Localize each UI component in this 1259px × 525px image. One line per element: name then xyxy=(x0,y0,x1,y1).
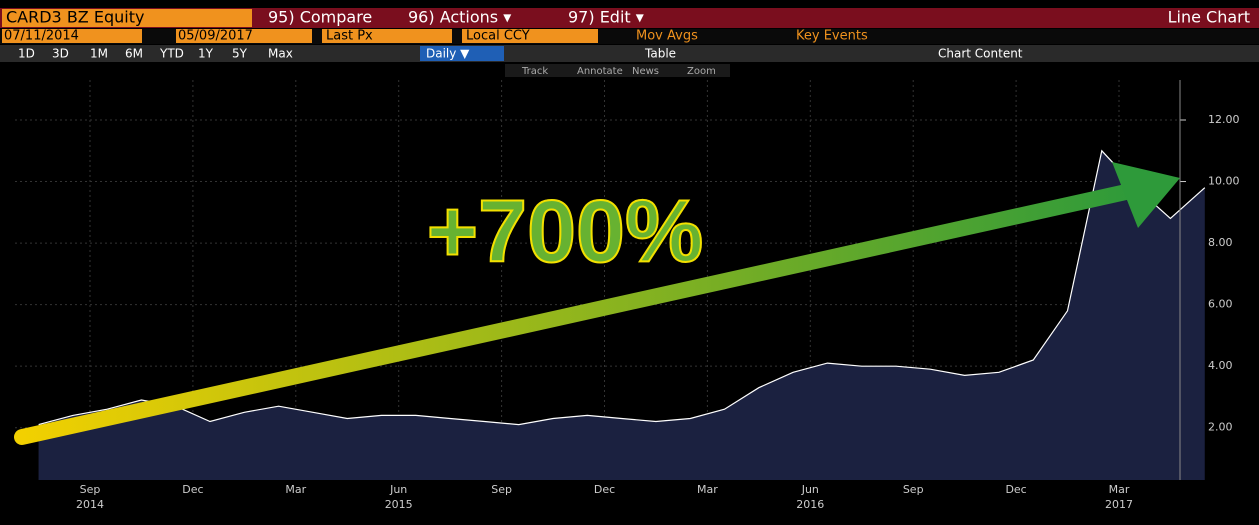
mov-avgs[interactable]: Mov Avgs xyxy=(636,29,698,44)
currency-box[interactable] xyxy=(462,29,598,43)
currency[interactable]: Local CCY xyxy=(466,29,530,44)
range-button[interactable]: 3D xyxy=(52,47,69,61)
key-events[interactable]: Key Events xyxy=(796,29,868,44)
view[interactable]: Line Chart xyxy=(1168,8,1250,27)
x-tick-label: Dec xyxy=(594,483,615,496)
tool[interactable]: News xyxy=(632,66,659,77)
start-date[interactable]: 07/11/2014 xyxy=(4,29,79,44)
edit[interactable]: 97) Edit ▾ xyxy=(568,8,644,27)
tool[interactable]: Zoom xyxy=(687,66,716,77)
range-button[interactable]: 1M xyxy=(90,47,108,61)
y-tick-label: 12.00 xyxy=(1208,113,1240,126)
ticker-field[interactable] xyxy=(2,9,252,27)
chart-content[interactable]: Chart Content xyxy=(938,47,1023,61)
x-tick-label: Sep xyxy=(491,483,512,496)
tool-bar xyxy=(505,64,730,77)
end-field[interactable] xyxy=(176,29,312,43)
start-field[interactable] xyxy=(2,29,142,43)
ticker[interactable]: CARD3 BZ Equity xyxy=(6,8,144,27)
range-button[interactable]: 1D xyxy=(18,47,35,61)
x-year-label: 2017 xyxy=(1105,498,1133,511)
field-box[interactable] xyxy=(322,29,452,43)
end-date[interactable]: 05/09/2017 xyxy=(178,29,253,44)
arrow-shaft xyxy=(14,182,1143,445)
freq-box[interactable] xyxy=(420,46,504,61)
frequency[interactable]: Daily ▼ xyxy=(426,47,470,61)
range-button[interactable]: 5Y xyxy=(232,47,248,61)
range-button[interactable]: 1Y xyxy=(198,47,214,61)
x-tick-label: Jun xyxy=(389,483,407,496)
range-button[interactable]: 6M xyxy=(125,47,143,61)
x-year-label: 2016 xyxy=(796,498,824,511)
y-tick-label: 10.00 xyxy=(1208,175,1240,188)
tool[interactable]: Annotate xyxy=(577,66,623,77)
field[interactable]: Last Px xyxy=(326,29,373,44)
x-year-label: 2015 xyxy=(385,498,413,511)
x-tick-label: Dec xyxy=(182,483,203,496)
table[interactable]: Table xyxy=(644,47,676,61)
settings-bar xyxy=(0,29,1259,44)
arrow-head xyxy=(1112,162,1180,228)
range-button[interactable]: YTD xyxy=(159,47,184,61)
x-tick-label: Mar xyxy=(1109,483,1130,496)
x-tick-label: Sep xyxy=(80,483,101,496)
x-tick-label: Jun xyxy=(801,483,819,496)
y-tick-label: 8.00 xyxy=(1208,236,1233,249)
actions[interactable]: 96) Actions ▾ xyxy=(408,8,511,27)
y-tick-label: 6.00 xyxy=(1208,298,1233,311)
title-bar xyxy=(0,8,1259,28)
annotation: +700% xyxy=(427,181,703,280)
x-tick-label: Sep xyxy=(903,483,924,496)
x-tick-label: Mar xyxy=(285,483,306,496)
x-tick-label: Dec xyxy=(1005,483,1026,496)
y-tick-label: 4.00 xyxy=(1208,359,1233,372)
y-tick-label: 2.00 xyxy=(1208,421,1233,434)
x-tick-label: Mar xyxy=(697,483,718,496)
tool[interactable]: Track xyxy=(521,66,548,77)
area xyxy=(38,150,1205,481)
compare[interactable]: 95) Compare xyxy=(268,8,372,27)
x-year-label: 2014 xyxy=(76,498,104,511)
price-line xyxy=(38,149,1206,426)
range-bar xyxy=(0,45,1259,62)
range-button[interactable]: Max xyxy=(268,47,293,61)
